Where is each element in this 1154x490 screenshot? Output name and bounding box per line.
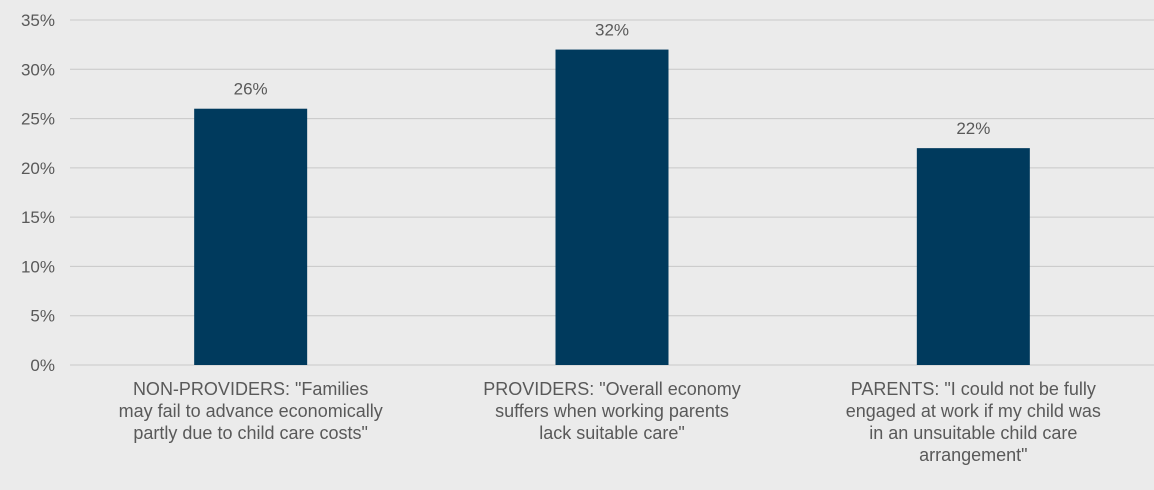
bar [194,108,308,365]
y-tick-label: 20% [21,159,55,178]
y-tick-label: 25% [21,110,55,129]
bar [555,49,669,365]
x-category-label: PROVIDERS: "Overall economy suffers when… [483,379,741,443]
data-label: 22% [956,119,990,138]
data-label: 26% [234,80,268,99]
data-label: 32% [595,21,629,40]
y-axis-ticks: 0% 5% 10% 15% 20% 25% 30% 35% [21,11,55,375]
bars [194,49,1030,365]
y-tick-label: 35% [21,11,55,30]
y-tick-label: 15% [21,208,55,227]
y-tick-label: 5% [30,307,55,326]
x-category-label: NON-PROVIDERS: "Families may fail to adv… [118,379,383,443]
y-tick-label: 30% [21,60,55,79]
y-tick-label: 10% [21,257,55,276]
bar [916,148,1030,365]
data-labels: 26% 32% 22% [234,21,991,139]
y-tick-label: 0% [30,356,55,375]
x-category-label: PARENTS: "I could not be fully engaged a… [845,379,1101,465]
